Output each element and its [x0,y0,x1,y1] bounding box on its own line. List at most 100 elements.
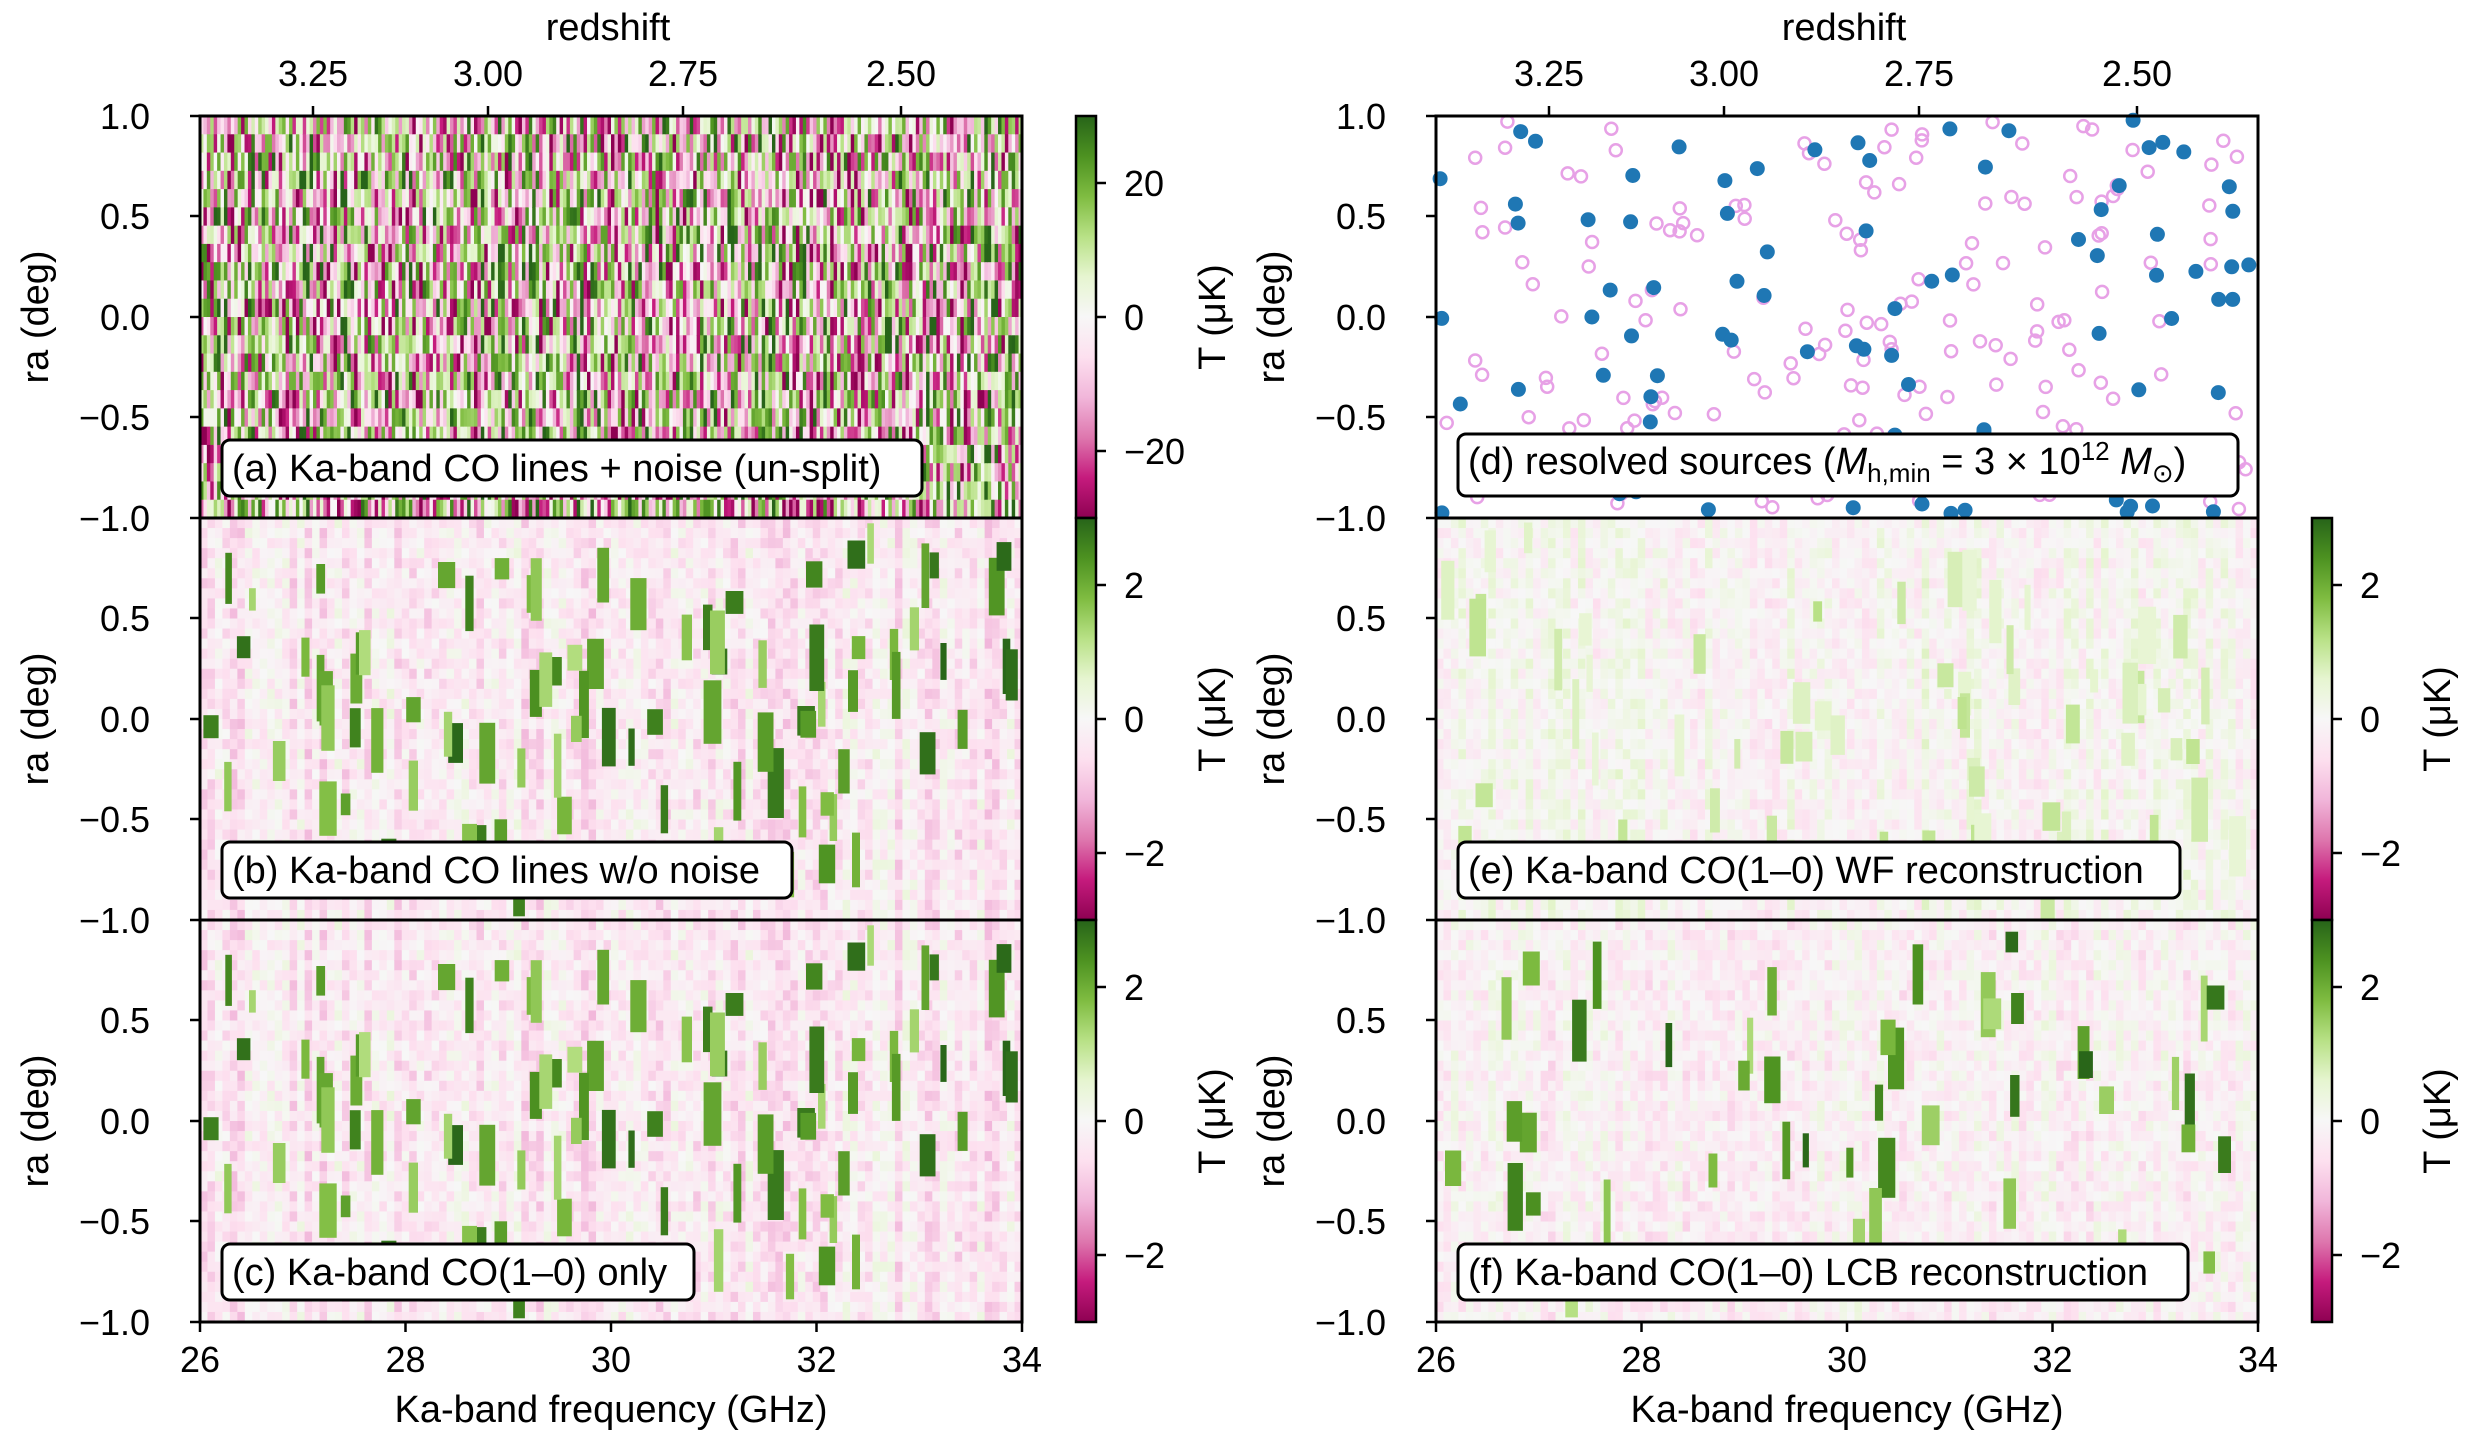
heatmap-cell [433,390,437,409]
heatmap-cell [282,408,286,427]
heatmap-cell [258,189,262,208]
heatmap-cell [378,335,382,354]
heatmap-cell [316,226,320,245]
heatmap-cell [327,335,331,354]
heatmap-cell [275,171,279,190]
heatmap-cell [368,390,372,409]
heatmap-cell [385,354,389,373]
heatmap-cell [203,280,207,299]
heatmap-cell [330,354,334,373]
heatmap-cell [392,390,396,409]
heatmap-cell [361,171,365,190]
heatmap-cell [347,500,351,519]
heatmap-cell [443,244,447,263]
heatmap-cell [347,171,351,190]
heatmap-cell [406,335,410,354]
heatmap-cell [460,500,464,519]
heatmap-cell [286,189,290,208]
heatmap-cell [330,317,334,336]
heatmap-cell [234,317,238,336]
heatmap-cell [255,372,259,391]
heatmap-cell [402,171,406,190]
heatmap-cell [423,153,427,172]
heatmap-cell [245,354,249,373]
heatmap-cell [364,153,368,172]
heatmap-cell [477,171,481,190]
heatmap-cell [358,354,362,373]
heatmap-cell [347,189,351,208]
heatmap-cell [292,189,296,208]
heatmap-cell [313,354,317,373]
heatmap-cell [395,134,399,153]
heatmap-cell [467,171,471,190]
heatmap-cell [203,299,207,318]
heatmap-cell [464,134,468,153]
heatmap-cell [217,116,221,135]
heatmap-cell [371,116,375,135]
heatmap-cell [272,262,276,281]
heatmap-cell [402,207,406,226]
heatmap-cell [299,244,303,263]
heatmap-cell [412,244,416,263]
heatmap-cell [210,500,214,519]
heatmap-cell [292,299,296,318]
heatmap-cell [234,390,238,409]
heatmap-cell [368,335,372,354]
top-axis-label-right: redshift [1782,7,1907,49]
heatmap-cell [412,354,416,373]
heatmap-cell [382,335,386,354]
heatmap-cell [217,372,221,391]
heatmap-cell [248,372,252,391]
heatmap-cell [426,335,430,354]
heatmap-cell [262,390,266,409]
heatmap-cell [265,244,269,263]
heatmap-cell [426,280,430,299]
heatmap-cell [258,207,262,226]
heatmap-cell [306,171,310,190]
heatmap-cell [406,299,410,318]
heatmap-cell [361,372,365,391]
heatmap-cell [217,299,221,318]
heatmap-cell [258,134,262,153]
heatmap-cell [224,299,228,318]
heatmap-cell [214,299,218,318]
heatmap-cell [406,317,410,336]
heatmap-cell [327,153,331,172]
heatmap-cell [364,500,368,519]
heatmap-cell [344,153,348,172]
heatmap-cell [320,207,324,226]
heatmap-cell [388,280,392,299]
heatmap-cell [368,116,372,135]
heatmap-cell [313,171,317,190]
heatmap-cell [409,134,413,153]
heatmap-cell [210,317,214,336]
heatmap-cell [440,280,444,299]
heatmap-cell [351,354,355,373]
heatmap-cell [337,408,341,427]
heatmap-cell [286,134,290,153]
heatmap-cell [306,244,310,263]
heatmap-cell [289,244,293,263]
heatmap-cell [436,244,440,263]
heatmap-cell [477,189,481,208]
heatmap-cell [436,134,440,153]
heatmap-cell [210,390,214,409]
heatmap-cell [392,317,396,336]
heatmap-cell [316,116,320,135]
heatmap-cell [467,207,471,226]
heatmap-cell [306,372,310,391]
heatmap-cell [310,262,314,281]
heatmap-cell [292,207,296,226]
heatmap-cell [385,262,389,281]
heatmap-cell [248,116,252,135]
heatmap-cell [371,408,375,427]
heatmap-cell [323,244,327,263]
heatmap-cell [412,500,416,519]
heatmap-cell [214,354,218,373]
heatmap-cell [340,354,344,373]
heatmap-cell [231,500,235,519]
heatmap-cell [217,390,221,409]
heatmap-cell [323,153,327,172]
heatmap-cell [378,244,382,263]
heatmap-cell [234,244,238,263]
